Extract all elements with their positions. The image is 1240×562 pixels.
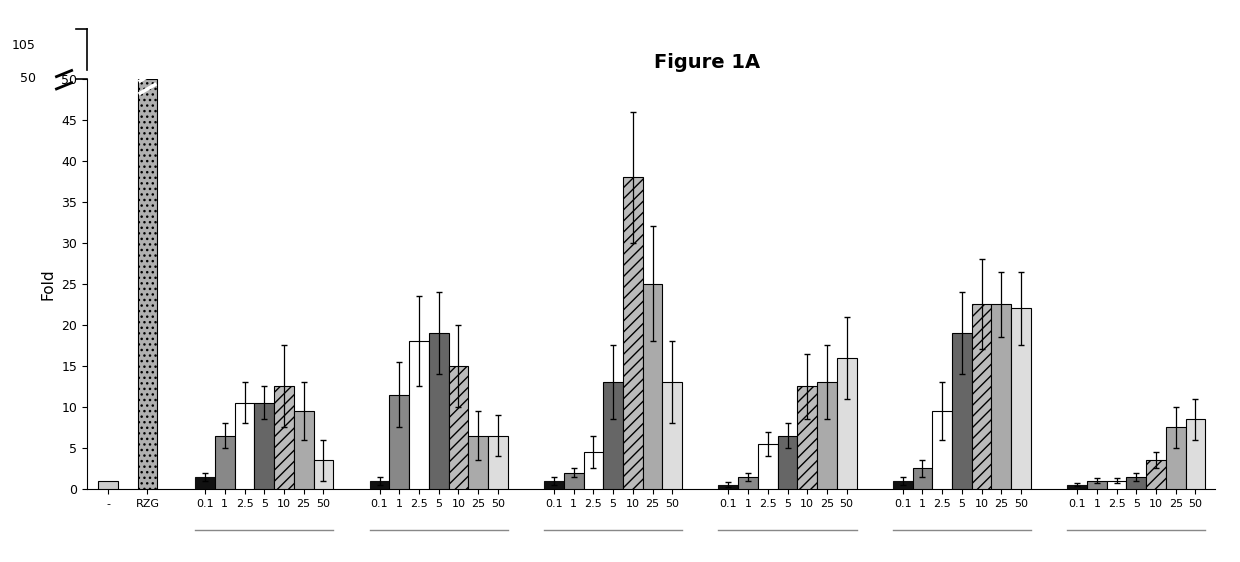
Bar — [738, 477, 758, 489]
Bar — [294, 411, 314, 489]
Bar — [564, 473, 584, 489]
Bar — [913, 469, 932, 489]
Bar — [758, 444, 777, 489]
Bar — [254, 403, 274, 489]
Bar — [642, 284, 662, 489]
Bar — [1185, 419, 1205, 489]
Bar — [429, 333, 449, 489]
Bar — [389, 395, 409, 489]
Bar — [370, 481, 389, 489]
Text: 105: 105 — [12, 39, 36, 52]
Bar — [1166, 428, 1185, 489]
Bar — [932, 411, 952, 489]
Bar — [1087, 481, 1107, 489]
Bar — [1011, 309, 1030, 489]
Bar — [314, 460, 334, 489]
Bar — [817, 382, 837, 489]
Bar — [584, 452, 603, 489]
Bar — [972, 305, 992, 489]
Bar — [234, 403, 254, 489]
Text: 50: 50 — [20, 72, 36, 85]
Bar — [138, 79, 157, 489]
Bar — [544, 481, 564, 489]
Bar — [992, 305, 1011, 489]
Bar — [893, 481, 913, 489]
Bar — [489, 436, 507, 489]
Bar — [622, 177, 642, 489]
Bar — [1068, 485, 1087, 489]
Bar — [662, 382, 682, 489]
Bar — [603, 382, 622, 489]
Bar — [215, 436, 234, 489]
Y-axis label: Fold: Fold — [41, 268, 56, 300]
Bar — [1107, 481, 1126, 489]
Bar — [98, 481, 118, 489]
Bar — [409, 341, 429, 489]
Bar — [777, 436, 797, 489]
Bar — [718, 485, 738, 489]
Bar — [1126, 477, 1146, 489]
Title: Figure 1A: Figure 1A — [655, 53, 760, 71]
Bar — [469, 436, 489, 489]
Bar — [274, 387, 294, 489]
Bar — [837, 357, 857, 489]
Bar — [449, 366, 469, 489]
Bar — [195, 477, 215, 489]
Bar — [952, 333, 972, 489]
Bar — [1146, 460, 1166, 489]
Bar — [797, 387, 817, 489]
